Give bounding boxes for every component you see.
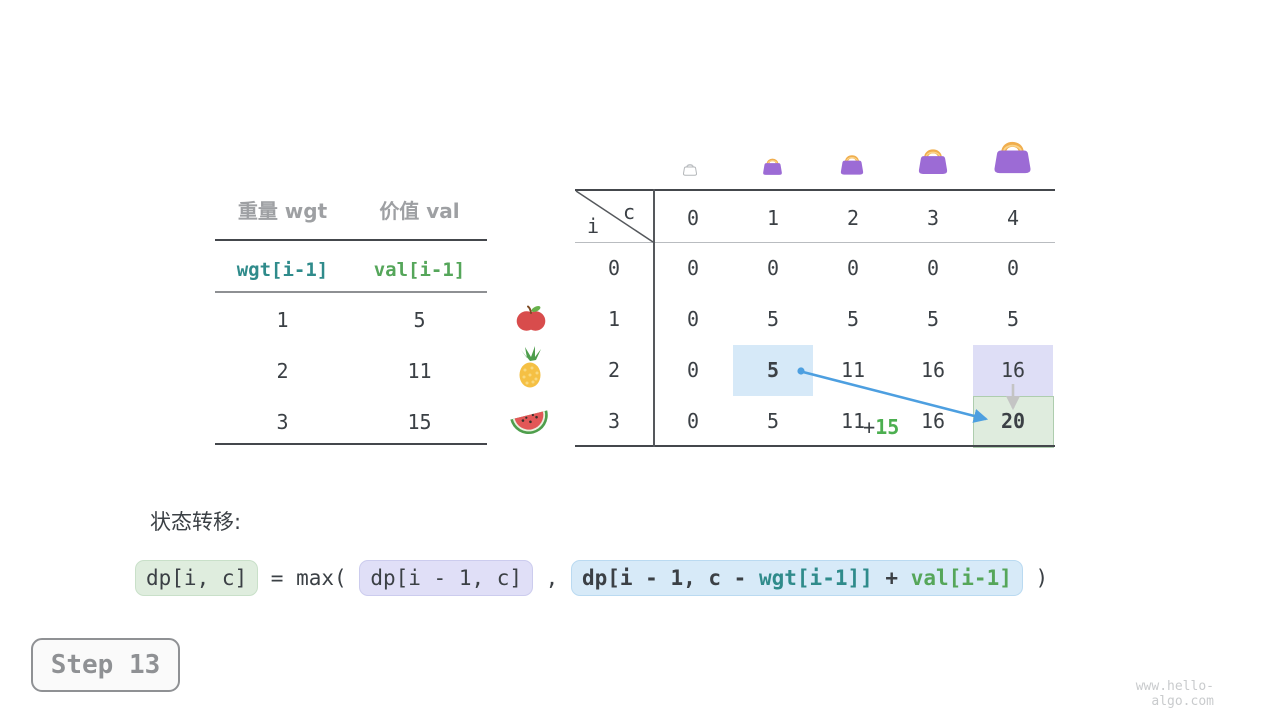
bag-1-icon xyxy=(763,158,782,175)
dp-cell-2-1: 5 xyxy=(766,358,780,382)
items-header-value: 价值 val xyxy=(379,199,460,223)
dp-row-header-2: 2 xyxy=(607,358,621,382)
dp-cell-2-4: 16 xyxy=(1000,358,1026,382)
dp-col-header-1: 1 xyxy=(766,206,780,230)
dp-cell-0-1: 0 xyxy=(766,256,780,280)
items-table-mid-rule xyxy=(215,291,487,293)
dp-table-bottom-rule xyxy=(575,445,1055,447)
watermark: www.hello-algo.com xyxy=(1135,679,1214,709)
items-weight-1: 2 xyxy=(276,359,289,383)
pineapple-icon xyxy=(519,346,541,388)
formula-lhs: dp[i, c] xyxy=(135,560,259,596)
bag-4-icon xyxy=(994,141,1031,174)
dp-cell-0-3: 0 xyxy=(926,256,940,280)
formula-take-wgt: wgt[i-1]] xyxy=(758,566,873,590)
items-weight-2: 3 xyxy=(276,410,289,434)
transition-formula: dp[i, c] = max( dp[i - 1, c] , dp[i - 1,… xyxy=(135,560,1048,596)
dp-cell-1-0: 0 xyxy=(686,307,700,331)
items-value-2: 15 xyxy=(407,410,432,434)
add-value-number: 15 xyxy=(875,415,900,439)
formula-take-val: val[i-1] xyxy=(910,566,1012,590)
watermelon-icon xyxy=(510,410,548,435)
formula-close-paren: ) xyxy=(1022,566,1049,590)
dp-cell-0-4: 0 xyxy=(1006,256,1020,280)
items-table-top-rule xyxy=(215,239,487,241)
transition-title: 状态转移: xyxy=(150,510,242,534)
formula-max-open: max( xyxy=(296,566,360,590)
items-var-weight: wgt[i-1] xyxy=(236,259,329,281)
dp-table-top-rule xyxy=(575,189,1055,191)
items-header-weight: 重量 wgt xyxy=(237,199,328,223)
dp-cell-2-0: 0 xyxy=(686,358,700,382)
dp-row-header-0: 0 xyxy=(607,256,621,280)
formula-take-plus: + xyxy=(872,566,911,590)
dp-table-vertical-rule xyxy=(653,189,655,447)
dp-row-header-3: 3 xyxy=(607,409,621,433)
dp-cell-3-4: 20 xyxy=(1000,409,1026,433)
step-badge: Step 13 xyxy=(31,638,180,692)
dp-cell-0-0: 0 xyxy=(686,256,700,280)
dp-cell-2-3: 16 xyxy=(920,358,946,382)
dp-cell-1-3: 5 xyxy=(926,307,940,331)
dp-cell-3-0: 0 xyxy=(686,409,700,433)
items-weight-0: 1 xyxy=(276,308,289,332)
apple-icon xyxy=(516,305,546,331)
dp-table-header-rule xyxy=(575,242,1055,243)
dp-cell-0-2: 0 xyxy=(846,256,860,280)
dp-cell-1-4: 5 xyxy=(1006,307,1020,331)
formula-comma: , xyxy=(533,566,571,590)
empty-bag-icon xyxy=(682,164,698,176)
items-table-bottom-rule xyxy=(215,443,487,445)
dp-col-header-3: 3 xyxy=(926,206,940,230)
formula-take-prefix: dp[i - 1, c - xyxy=(581,566,759,590)
dp-corner-row-var: i xyxy=(586,214,600,238)
dp-col-header-0: 0 xyxy=(686,206,700,230)
step-badge-label: Step 13 xyxy=(50,650,161,680)
dp-cell-2-2: 11 xyxy=(840,358,866,382)
formula-option-take: dp[i - 1, c - wgt[i-1]] + val[i-1] xyxy=(570,560,1023,596)
add-value-plus: + xyxy=(863,415,876,439)
items-value-0: 5 xyxy=(413,308,426,332)
dp-row-header-1: 1 xyxy=(607,307,621,331)
dp-cell-1-2: 5 xyxy=(846,307,860,331)
bag-3-icon xyxy=(918,149,948,174)
dp-cell-3-3: 16 xyxy=(920,409,946,433)
dp-cell-3-1: 5 xyxy=(766,409,780,433)
items-var-value: val[i-1] xyxy=(373,259,466,281)
dp-corner-col-var: c xyxy=(622,200,636,224)
dp-cell-1-1: 5 xyxy=(766,307,780,331)
formula-equals: = xyxy=(258,566,297,590)
add-value-annotation: +15 xyxy=(815,388,899,466)
formula-option-keep: dp[i - 1, c] xyxy=(359,560,534,596)
bag-2-icon xyxy=(840,155,864,175)
items-value-1: 11 xyxy=(407,359,432,383)
dp-col-header-4: 4 xyxy=(1006,206,1020,230)
dp-col-header-2: 2 xyxy=(846,206,860,230)
